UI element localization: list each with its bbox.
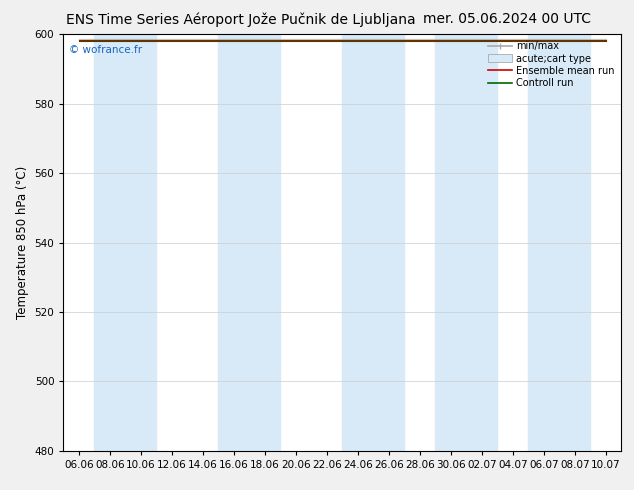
Legend: min/max, acute;cart type, Ensemble mean run, Controll run: min/max, acute;cart type, Ensemble mean … [486,39,616,90]
Text: ENS Time Series Aéroport Jože Pučnik de Ljubljana: ENS Time Series Aéroport Jože Pučnik de … [66,12,416,27]
Bar [436,34,497,451]
Y-axis label: Temperature 850 hPa (°C): Temperature 850 hPa (°C) [16,166,29,319]
Text: © wofrance.fr: © wofrance.fr [69,45,142,55]
Text: mer. 05.06.2024 00 UTC: mer. 05.06.2024 00 UTC [424,12,591,26]
Bar [528,34,590,451]
Bar [218,34,280,451]
Bar [94,34,157,451]
Bar [342,34,404,451]
